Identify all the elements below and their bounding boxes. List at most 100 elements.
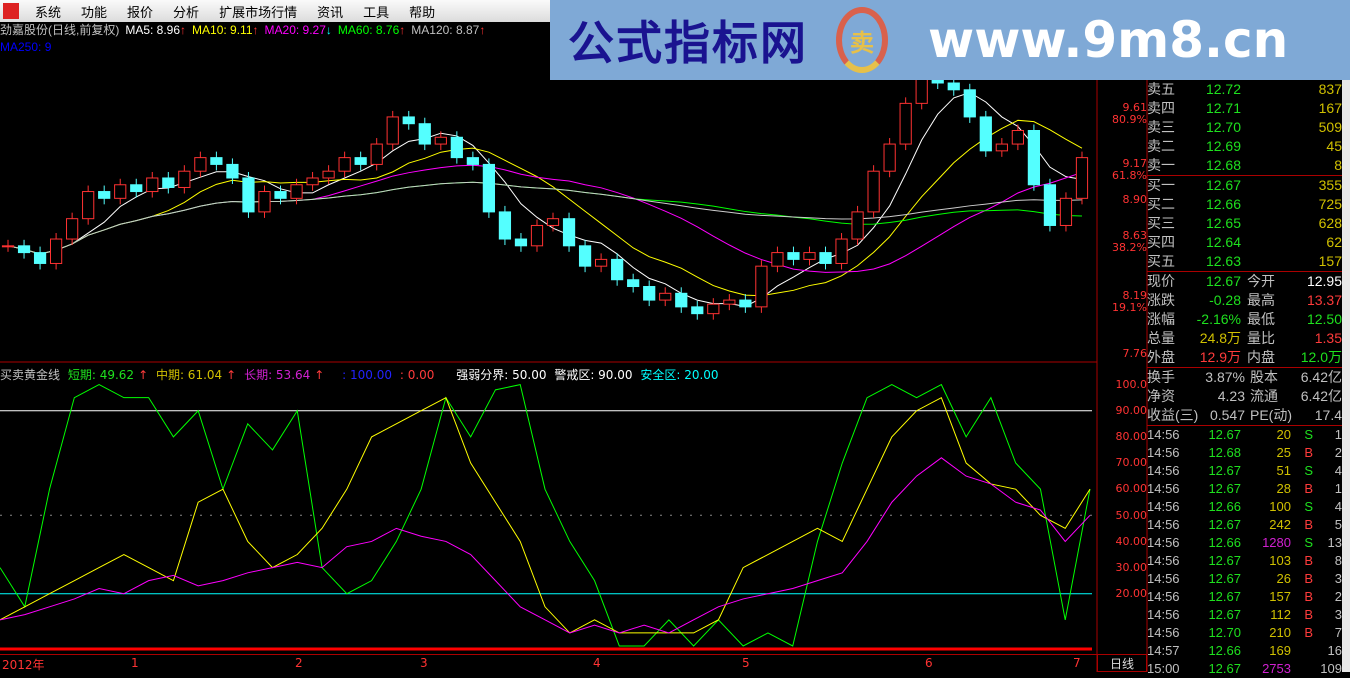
candle <box>98 191 111 199</box>
candle <box>466 157 479 165</box>
trend-arrow-icon: ↑ <box>226 368 237 382</box>
candle <box>707 303 720 315</box>
bid-row: 买一 12.67 355 <box>1147 177 1342 193</box>
menu-item[interactable]: 功能 <box>81 5 108 21</box>
candle <box>546 218 560 226</box>
tick-row: 14:56 12.67 51 S 4 <box>1147 463 1342 478</box>
menu-item[interactable]: 分析 <box>173 5 200 21</box>
trend-arrow-icon: ↑ <box>314 368 325 382</box>
stat-row: 涨跌 -0.28 最高 13.37 <box>1147 292 1342 308</box>
indicator-line-2 <box>0 457 1091 634</box>
candle <box>178 170 191 188</box>
candle <box>146 177 159 193</box>
menu-item[interactable]: 扩展市场行情 <box>219 5 298 21</box>
time-axis: 2012年 1 2 3 4 5 6 7 <box>0 654 1100 672</box>
bid-row: 买二 12.66 725 <box>1147 196 1342 212</box>
stock-title: 劲嘉股份(日线,前复权) <box>0 23 120 37</box>
chart-title-bar: 劲嘉股份(日线,前复权) MA5: 8.96↑ MA10: 9.11↑ MA20: … <box>0 22 546 56</box>
candle <box>594 258 608 267</box>
tick-row: 15:00 12.67 2753 109 <box>1147 661 1342 676</box>
ask-row: 卖四 12.71 167 <box>1147 100 1342 116</box>
ma-value: MA250: 9 <box>0 39 51 56</box>
candle <box>963 89 976 118</box>
candle <box>755 265 768 308</box>
indicator-axis-label: 20.00 <box>1115 586 1148 600</box>
ma40-line <box>7 181 1083 255</box>
candle <box>354 157 367 165</box>
tick-row: 14:56 12.66 1280 S 13 <box>1147 535 1342 550</box>
time-axis-label: 2012年 <box>2 658 45 672</box>
banner-title: 公式指标网 <box>568 16 808 70</box>
candle <box>17 245 31 254</box>
candle <box>1011 129 1024 145</box>
candle <box>979 116 992 152</box>
price-axis-label: 7.76 <box>1122 347 1148 360</box>
ma-label: MA120: 8.87 <box>411 23 480 37</box>
candle <box>803 252 816 260</box>
indicator-line-0 <box>0 383 1091 647</box>
trend-arrow-icon: ↓ <box>325 23 332 37</box>
candle <box>723 299 736 305</box>
candle <box>82 191 95 220</box>
stat-row: 现价 12.67 今开 12.95 <box>1147 273 1342 289</box>
indicator-axis-label: 90.00 <box>1115 404 1148 418</box>
price-axis-label: 9.61 80.9% <box>1112 101 1147 126</box>
candle <box>1027 129 1041 186</box>
short-value: 短期: 49.62 <box>67 368 135 382</box>
candle <box>402 116 415 125</box>
candle <box>883 143 896 172</box>
candle <box>530 224 544 247</box>
mid-value: 中期: 61.04 <box>155 368 223 382</box>
tick-row: 14:56 12.67 28 B 1 <box>1147 481 1342 496</box>
indicator-axis-label: 70.00 <box>1115 456 1148 470</box>
candle <box>338 157 351 172</box>
banner-logo: 卖 <box>836 7 888 73</box>
menu-item[interactable]: 系统 <box>35 5 62 21</box>
ask-row: 卖二 12.69 45 <box>1147 138 1342 154</box>
indicator-axis-label: 100.0 <box>1115 378 1148 391</box>
time-axis-label: 5 <box>742 656 750 670</box>
finance-row: 净资 4.23 流通 6.42亿 <box>1147 388 1342 404</box>
tick-row: 14:56 12.67 157 B 2 <box>1147 589 1342 604</box>
candle <box>611 258 624 281</box>
candle <box>851 211 864 240</box>
time-axis-label: 1 <box>131 656 139 670</box>
trend-arrow-icon: ↑ <box>479 23 486 37</box>
indicator-axis-label: 40.00 <box>1115 534 1148 548</box>
stat-row: 总量 24.8万 量比 1.35 <box>1147 330 1342 346</box>
indicator-name: 买卖黄金线 <box>0 368 61 382</box>
alert-value: 警戒区: 90.00 <box>554 368 633 382</box>
time-axis-label: 2 <box>295 656 303 670</box>
period-label[interactable]: 日线 <box>1097 654 1147 672</box>
menu-item[interactable]: 工具 <box>363 5 390 21</box>
ask-row: 卖一 12.68 8 <box>1147 157 1342 173</box>
candle <box>562 218 576 247</box>
candle <box>1059 197 1073 226</box>
candle <box>643 286 656 301</box>
app-logo-icon <box>3 3 19 19</box>
menu-item[interactable]: 报价 <box>127 5 154 21</box>
ma-label: MA5: 8.96 <box>125 23 181 37</box>
ma-label: MA20: 9.27 <box>264 23 326 37</box>
indicator-axis-label: 30.00 <box>1115 560 1148 574</box>
candle <box>1075 157 1089 199</box>
candle <box>691 306 704 315</box>
candle <box>274 191 287 199</box>
indicator-line-1 <box>0 396 1091 634</box>
menu-item[interactable]: 资讯 <box>317 5 344 21</box>
candle <box>867 170 880 213</box>
candle <box>771 252 784 267</box>
candle <box>434 136 447 145</box>
price-axis-label: 8.90 <box>1122 193 1148 206</box>
ask-row: 卖五 12.72 837 <box>1147 81 1342 97</box>
trend-arrow-icon: ↑ <box>180 23 187 37</box>
tick-row: 14:56 12.67 20 S 1 <box>1147 427 1342 442</box>
ma-label: MA60: 8.76 <box>337 23 400 37</box>
indicator-axis-label: 60.00 <box>1115 482 1148 496</box>
menu-item[interactable]: 帮助 <box>409 5 436 21</box>
candle <box>290 184 303 199</box>
tick-row: 14:56 12.67 112 B 3 <box>1147 607 1342 622</box>
boundary-value: 强弱分界: 50.00 <box>456 368 547 382</box>
banner-url: www.9m8.cn <box>928 11 1289 69</box>
